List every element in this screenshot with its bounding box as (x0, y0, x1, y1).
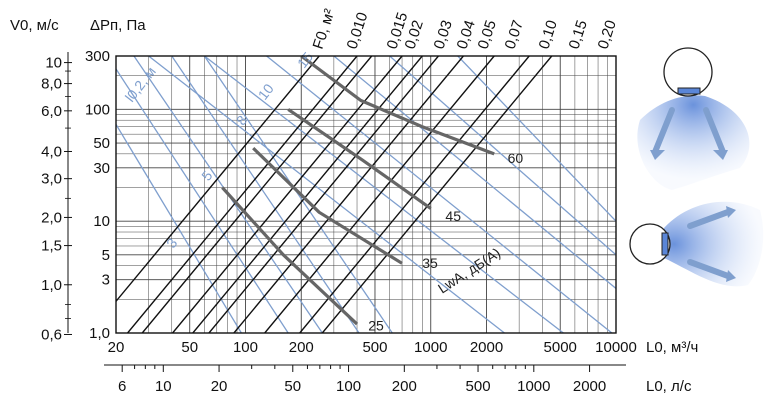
ls-tick-label: 10 (155, 378, 172, 395)
ls-tick-label: 100 (336, 378, 361, 395)
diffuser-circle-bottom (629, 223, 671, 265)
dp-tick-label: 50 (93, 135, 110, 152)
f0-area-line (141, 56, 373, 333)
dp-tick-label: 10 (93, 213, 110, 230)
v0-tick-label: 1,0 (41, 277, 62, 294)
f0-tick-label: 0,010 (344, 10, 372, 51)
lo-tick-label: 500 (362, 339, 387, 356)
noise-level-curve (221, 186, 359, 326)
ls-axis-label: L0, л/с (646, 378, 692, 395)
diffuser-slot-bottom (661, 232, 669, 256)
noise-curve-label: 35 (422, 255, 438, 271)
airflow-arrowhead-left (650, 150, 665, 160)
diffuser-circle-top (663, 47, 713, 97)
dp-tick-label: 30 (93, 160, 110, 177)
v0-axis-label: V0, м/с (10, 17, 59, 34)
black-series-label: LwA, дБ(A) (435, 244, 503, 296)
plot-frame (115, 55, 617, 334)
f0-area-line (172, 56, 403, 333)
f0-area-line (208, 56, 439, 333)
lo-axis-label: L0, м³/ч (646, 339, 698, 356)
dp-axis-label: ΔPп, Па (90, 17, 146, 34)
noise-level-curve (300, 54, 495, 156)
f0-area-line (321, 56, 553, 333)
airflow-arrowhead-right (713, 150, 728, 160)
blue-line-label: 5 (198, 167, 216, 183)
lo-tick-label: 5000 (544, 339, 577, 356)
f0-tick-label: 0,07 (502, 18, 527, 51)
blue-throw-line (333, 56, 616, 290)
blue-throw-line (171, 56, 360, 333)
lo-tick-label: 50 (181, 339, 198, 356)
noise-curve-label: 25 (368, 318, 384, 334)
lo-tick-label: 10000 (595, 339, 637, 356)
f0-area-line (192, 56, 423, 333)
f0-area-line (299, 56, 530, 333)
airflow-arrow-up (687, 209, 731, 229)
airflow-arrowhead-down (726, 270, 736, 282)
v0-tick-label: 4,0 (41, 143, 62, 160)
blue-throw-line (457, 56, 616, 222)
blue-line-label: 10 (255, 80, 277, 102)
lo-tick-label: 100 (233, 339, 258, 356)
blue-throw-line (148, 56, 505, 333)
dp-tick-label: 1,0 (89, 325, 110, 342)
diffuser-diagram-bottom (629, 201, 764, 287)
f0-area-line (116, 56, 320, 303)
blue-throw-line (203, 56, 564, 333)
f0-tick-label: 0,15 (566, 18, 591, 51)
airflow-arrow-left (652, 107, 675, 155)
noise-level-curve (287, 108, 432, 210)
blue-line-label: 15 (294, 49, 316, 71)
noise-curve-label: 60 (508, 150, 524, 166)
ls-tick-label: 2000 (573, 378, 606, 395)
ls-tick-label: 1000 (517, 378, 550, 395)
dp-tick-label: 3 (102, 272, 110, 289)
v0-tick-label: 6,0 (41, 103, 62, 120)
blue-throw-line (389, 56, 616, 256)
v0-tick-label: 0,6 (41, 326, 62, 343)
lo-tick-label: 20 (108, 339, 125, 356)
airflow-fan-bottom (664, 201, 764, 287)
f0-tick-label: 0,10 (536, 18, 561, 51)
blue-throw-line (116, 67, 289, 333)
plot-area (116, 56, 616, 333)
f0-axis-label: F0, м² (310, 7, 339, 51)
v0-tick-label: 1,5 (41, 238, 62, 255)
noise-level-curve (252, 146, 403, 265)
dp-tick-label: 5 (102, 247, 110, 264)
v0-tick-label: 10 (45, 55, 62, 72)
ls-tick-label: 500 (466, 378, 491, 395)
airflow-arrowhead-up (726, 206, 736, 218)
airflow-arrow-down (687, 259, 731, 279)
dp-tick-label: 100 (85, 101, 110, 118)
f0-area-line (127, 56, 358, 333)
blue-throw-line (116, 123, 242, 333)
ls-tick-label: 50 (284, 378, 301, 395)
f0-tick-label: 0,05 (475, 18, 500, 51)
ls-tick-label: 20 (211, 378, 228, 395)
diffuser-slot-top (677, 87, 701, 95)
f0-tick-label: 0,03 (431, 18, 456, 51)
v0-tick-label: 2,0 (41, 209, 62, 226)
f0-tick-label: 0,20 (595, 18, 620, 51)
lo-tick-label: 200 (289, 339, 314, 356)
airflow-arrow-right (703, 107, 726, 155)
f0-area-line (233, 56, 464, 333)
diffuser-diagram-top (637, 47, 750, 190)
blue-throw-line (266, 56, 613, 333)
noise-curve-label: 45 (445, 208, 461, 224)
v0-tick-label: 8,0 (41, 76, 62, 93)
lo-tick-label: 2000 (470, 339, 503, 356)
ls-tick-label: 200 (392, 378, 417, 395)
ls-tick-label: 6 (118, 378, 126, 395)
f0-area-line (264, 56, 495, 333)
v0-tick-label: 3,0 (41, 171, 62, 188)
lo-tick-label: 1000 (414, 339, 447, 356)
dp-tick-label: 300 (85, 48, 110, 65)
airflow-fan-top (637, 95, 750, 190)
